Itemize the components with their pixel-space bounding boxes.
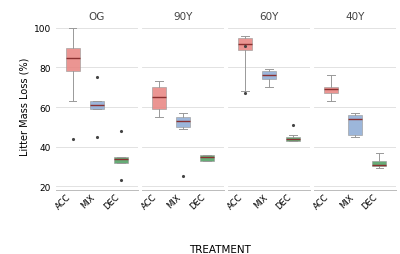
Title: OG: OG bbox=[89, 12, 105, 22]
Title: 60Y: 60Y bbox=[259, 12, 279, 22]
PathPatch shape bbox=[238, 39, 252, 51]
Title: 90Y: 90Y bbox=[173, 12, 193, 22]
PathPatch shape bbox=[200, 155, 214, 161]
PathPatch shape bbox=[114, 157, 128, 163]
PathPatch shape bbox=[348, 116, 362, 135]
PathPatch shape bbox=[66, 49, 80, 72]
PathPatch shape bbox=[176, 118, 190, 128]
PathPatch shape bbox=[152, 88, 166, 110]
PathPatch shape bbox=[372, 161, 386, 167]
PathPatch shape bbox=[262, 72, 276, 80]
PathPatch shape bbox=[324, 88, 338, 94]
Y-axis label: Litter Mass Loss (%): Litter Mass Loss (%) bbox=[20, 58, 30, 156]
PathPatch shape bbox=[90, 102, 104, 110]
Title: 40Y: 40Y bbox=[345, 12, 365, 22]
PathPatch shape bbox=[286, 137, 300, 141]
Text: TREATMENT: TREATMENT bbox=[189, 244, 251, 254]
